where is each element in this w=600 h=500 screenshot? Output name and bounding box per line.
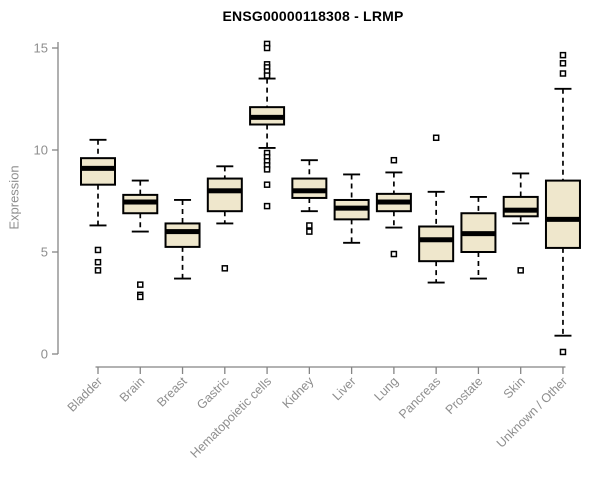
- outlier-point: [137, 281, 144, 288]
- outlier-point: [559, 348, 567, 356]
- outlier-point: [559, 70, 567, 77]
- x-tick-label: Breast: [154, 374, 190, 410]
- outlier-point: [221, 265, 229, 272]
- median-line: [123, 199, 158, 205]
- outlier-point: [94, 267, 102, 274]
- box-gastric: [206, 165, 243, 272]
- median-line: [503, 207, 538, 213]
- y-tick-label: 5: [41, 245, 48, 260]
- outlier-point: [517, 267, 524, 274]
- outlier-point: [263, 202, 271, 210]
- outlier-point: [94, 246, 102, 254]
- median-line: [461, 231, 496, 237]
- outlier-point: [390, 156, 398, 164]
- iqr-box: [80, 157, 116, 186]
- box-skin: [502, 172, 539, 274]
- outlier-point: [263, 181, 271, 188]
- box-pancreas: [418, 134, 455, 284]
- x-tick-label: Kidney: [280, 374, 317, 411]
- median-line: [165, 229, 200, 235]
- box-kidney: [291, 159, 328, 235]
- box-breast: [164, 199, 201, 280]
- box-bladder: [80, 138, 116, 274]
- x-tick-label: Brain: [117, 374, 148, 405]
- box-brain: [122, 179, 159, 301]
- y-tick-label: 0: [41, 347, 48, 362]
- iqr-box: [164, 222, 201, 248]
- iqr-box: [206, 177, 243, 213]
- x-tick-label: Bladder: [65, 374, 105, 414]
- iqr-box: [502, 195, 539, 218]
- median-line: [207, 188, 242, 194]
- x-tick-label: Pancreas: [396, 374, 443, 421]
- box-lung: [375, 156, 412, 258]
- outlier-point: [263, 44, 271, 52]
- x-tick-label: Liver: [330, 374, 359, 403]
- box-prostate: [460, 195, 497, 280]
- median-line: [334, 205, 369, 211]
- x-tick-label: Gastric: [194, 374, 232, 412]
- outlier-point: [137, 293, 144, 301]
- chart-title: ENSG00000118308 - LRMP: [222, 8, 404, 24]
- outlier-point: [94, 258, 102, 266]
- iqr-box: [544, 179, 581, 249]
- median-line: [419, 237, 454, 243]
- x-tick-label: Skin: [501, 374, 528, 401]
- y-axis: 0 5 10 15: [34, 41, 59, 362]
- outlier-point: [559, 60, 567, 67]
- outlier-point: [306, 228, 313, 235]
- outlier-point: [432, 134, 440, 142]
- outlier-point: [263, 166, 271, 173]
- iqr-box: [418, 225, 455, 263]
- x-tick-label: Hematopoietic cells: [188, 374, 275, 461]
- x-tick-label: Lung: [371, 374, 401, 404]
- box-unknown-other: [544, 51, 581, 356]
- outlier-point: [263, 72, 271, 79]
- outlier-point: [559, 51, 567, 59]
- median-line: [545, 216, 580, 222]
- x-tick-label: Prostate: [443, 374, 486, 417]
- box-hematopoietic-cells: [249, 40, 286, 210]
- median-line: [81, 165, 115, 171]
- median-line: [250, 114, 285, 120]
- iqr-box: [291, 177, 328, 199]
- outlier-point: [306, 222, 313, 229]
- y-tick-label: 10: [34, 143, 48, 158]
- y-tick-label: 15: [34, 41, 48, 56]
- outlier-point: [390, 250, 398, 258]
- median-line: [292, 188, 327, 194]
- box-liver: [333, 173, 370, 244]
- median-line: [376, 199, 411, 205]
